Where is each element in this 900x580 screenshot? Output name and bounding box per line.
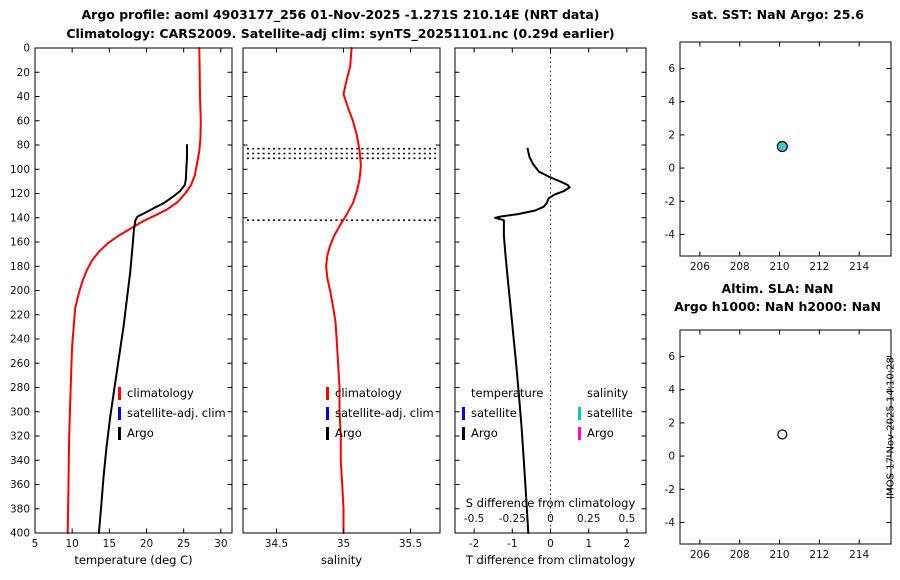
y-tick-label: 340 xyxy=(10,455,30,467)
series-climatology xyxy=(325,47,362,534)
x-tick-label: 30 xyxy=(214,538,227,550)
y-tick-label: 0 xyxy=(23,43,30,55)
y-tick-label: 240 xyxy=(10,334,30,346)
x-axis-label-temperature-profile: temperature (deg C) xyxy=(74,553,192,567)
y-tick-label: 380 xyxy=(10,503,30,515)
series-argo-t-difference xyxy=(494,147,571,534)
y-tick-label: 320 xyxy=(10,431,30,443)
x-tick-label: 5 xyxy=(32,538,39,550)
y-tick-label: -2 xyxy=(665,196,675,208)
x-tick-label: 15 xyxy=(103,538,116,550)
x-tick-label: -2 xyxy=(469,538,479,550)
x-tick-label: 206 xyxy=(690,261,710,273)
argo-position-marker-sst xyxy=(776,140,788,153)
y-tick-label: 2 xyxy=(668,129,675,141)
argo-position-marker-sla xyxy=(777,429,788,440)
y-tick-label: 120 xyxy=(10,188,30,200)
secondary-x-tick-label: 0.25 xyxy=(577,513,600,525)
x-axis-label-t-difference: T difference from climatology xyxy=(465,553,636,567)
y-tick-label: -4 xyxy=(665,517,676,529)
y-tick-label: 20 xyxy=(17,67,30,79)
x-tick-label: 10 xyxy=(65,538,78,550)
sla-panel-title-line1: Altim. SLA: NaN xyxy=(721,281,834,296)
x-tick-label: 20 xyxy=(140,538,153,550)
y-tick-label: 220 xyxy=(10,309,30,321)
secondary-x-tick-label: 0.5 xyxy=(619,513,636,525)
y-tick-label: 300 xyxy=(10,406,30,418)
y-tick-label: 2 xyxy=(668,417,675,429)
x-tick-label: 2 xyxy=(624,538,631,550)
axes-box-temperature-profile xyxy=(34,47,233,534)
x-tick-label: 210 xyxy=(770,549,790,561)
y-tick-label: -4 xyxy=(665,229,676,241)
sst-panel-title: sat. SST: NaN Argo: 25.6 xyxy=(691,7,864,22)
x-tick-label: 214 xyxy=(849,549,869,561)
series-climatology xyxy=(66,47,202,534)
y-tick-label: 280 xyxy=(10,382,30,394)
y-tick-label: 0 xyxy=(668,451,675,463)
x-tick-label: 212 xyxy=(809,261,829,273)
y-tick-label: 200 xyxy=(10,285,30,297)
y-tick-label: 140 xyxy=(10,212,30,224)
x-tick-label: 206 xyxy=(690,549,710,561)
x-tick-label: 1 xyxy=(585,538,592,550)
x-tick-label: 25 xyxy=(177,538,190,550)
y-tick-label: 260 xyxy=(10,358,30,370)
x-axis-label-salinity-profile: salinity xyxy=(321,553,362,567)
x-tick-label: 34.5 xyxy=(265,538,288,550)
figure-title-line1: Argo profile: aoml 4903177_256 01-Nov-20… xyxy=(81,7,600,22)
secondary-x-tick-label: -0.5 xyxy=(464,513,485,525)
y-tick-label: 160 xyxy=(10,237,30,249)
x-tick-label: 208 xyxy=(730,549,750,561)
y-tick-label: 0 xyxy=(668,163,675,175)
y-tick-label: 6 xyxy=(668,351,675,363)
y-tick-label: 4 xyxy=(668,384,675,396)
x-tick-label: 214 xyxy=(849,261,869,273)
secondary-x-tick-label: 0 xyxy=(547,513,554,525)
x-tick-label: 210 xyxy=(770,261,790,273)
x-tick-label: 0 xyxy=(547,538,554,550)
secondary-x-tick-label: -0.25 xyxy=(499,513,526,525)
secondary-x-axis-label: S difference from climatology xyxy=(466,496,636,510)
imos-timestamp-watermark: IMOS 17-Nov-2025 14:10:28 xyxy=(885,357,897,499)
x-tick-label: 35 xyxy=(337,538,350,550)
figure-title-line2: Climatology: CARS2009. Satellite-adj cli… xyxy=(66,26,615,41)
y-tick-label: 40 xyxy=(17,91,30,103)
y-tick-label: 100 xyxy=(10,164,30,176)
y-tick-label: 6 xyxy=(668,63,675,75)
y-tick-label: -2 xyxy=(665,484,675,496)
y-tick-label: 180 xyxy=(10,261,30,273)
series-argo xyxy=(97,144,188,534)
sla-panel-title-line2: Argo h1000: NaN h2000: NaN xyxy=(674,299,881,314)
y-tick-label: 360 xyxy=(10,479,30,491)
x-tick-label: 208 xyxy=(730,261,750,273)
y-tick-label: 80 xyxy=(17,140,30,152)
y-tick-label: 400 xyxy=(10,528,30,540)
y-tick-label: 60 xyxy=(17,115,30,127)
axes-box-sla-map xyxy=(679,329,892,545)
x-tick-label: 212 xyxy=(809,549,829,561)
axes-box-sst-map xyxy=(679,41,892,257)
y-tick-label: 4 xyxy=(668,96,675,108)
x-tick-label: -1 xyxy=(507,538,517,550)
x-tick-label: 35.5 xyxy=(399,538,422,550)
